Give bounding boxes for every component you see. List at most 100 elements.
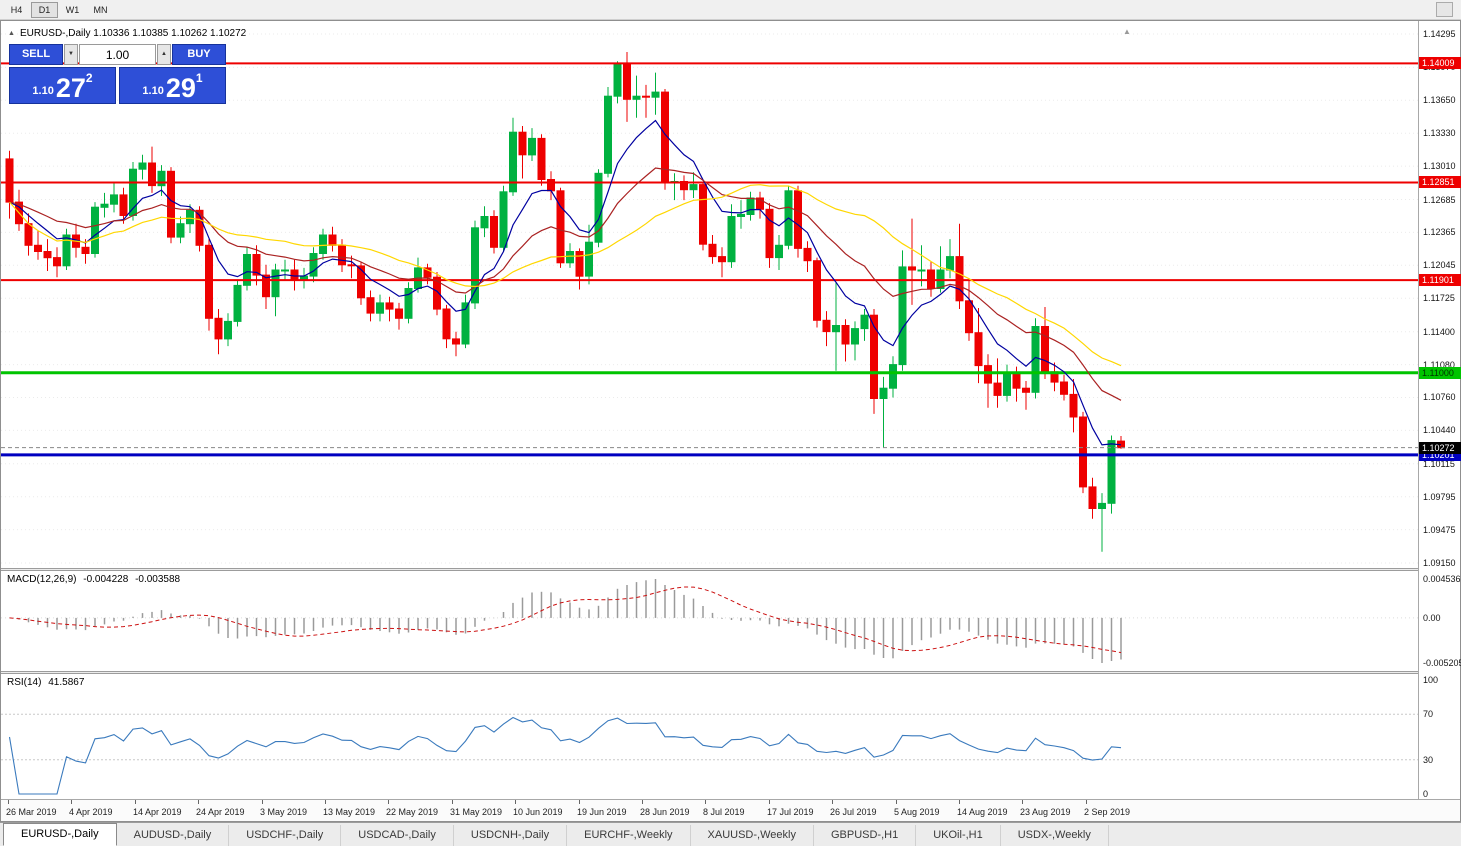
chart-tab-usdcad[interactable]: USDCAD-,Daily — [341, 825, 454, 846]
chart-tab-ukoil[interactable]: UKOil-,H1 — [916, 825, 1001, 846]
date-label: 14 Apr 2019 — [133, 807, 182, 817]
date-tick-mark — [705, 800, 706, 804]
chart-tab-usdcnh[interactable]: USDCNH-,Daily — [453, 825, 568, 846]
chart-tab-usdx[interactable]: USDX-,Weekly — [1000, 825, 1109, 846]
date-tick-mark — [579, 800, 580, 804]
chart-tab-eurusd[interactable]: EURUSD-,Daily — [3, 823, 117, 846]
chart-tab-usdchf[interactable]: USDCHF-,Daily — [229, 825, 342, 846]
sell-price-base: 1.10 — [32, 85, 54, 97]
macd-signal-value: -0.003588 — [135, 574, 181, 585]
chart-shift-marker-icon: ▲ — [1123, 27, 1131, 36]
candlestick-chart[interactable] — [1, 21, 1418, 568]
buy-button[interactable]: BUY — [172, 44, 226, 65]
date-tick-mark — [135, 800, 136, 804]
price-scale[interactable]: 1.142951.139701.136501.133301.130101.126… — [1418, 21, 1461, 799]
macd-scale-label: -0.005205 — [1423, 658, 1461, 668]
volume-input[interactable] — [79, 44, 156, 65]
date-tick-mark — [452, 800, 453, 804]
price-tick-label: 1.09795 — [1423, 492, 1456, 502]
time-axis[interactable]: 26 Mar 2019 4 Apr 2019 14 Apr 2019 24 Apr 2… — [1, 799, 1460, 821]
date-tick-mark — [515, 800, 516, 804]
date-label: 4 Apr 2019 — [69, 807, 113, 817]
rsi-scale-label: 100 — [1423, 675, 1439, 685]
chart-tab-xauusd[interactable]: XAUUSD-,Weekly — [690, 825, 814, 846]
buy-price-base: 1.10 — [142, 85, 164, 97]
chart-tab-audusd[interactable]: AUDUSD-,Daily — [116, 825, 230, 846]
macd-main-value: -0.004228 — [83, 574, 129, 585]
price-tick-label: 1.13650 — [1423, 95, 1456, 105]
date-label: 24 Apr 2019 — [196, 807, 245, 817]
volume-decrease-button[interactable]: ▼ — [64, 44, 78, 65]
date-tick-mark — [198, 800, 199, 804]
price-tick-label: 1.09475 — [1423, 525, 1456, 535]
toolbar-corner-button[interactable] — [1436, 2, 1453, 17]
date-label: 10 Jun 2019 — [513, 807, 563, 817]
timeframe-button-d1[interactable]: D1 — [31, 1, 58, 18]
sell-price-pips: 27 — [55, 73, 86, 104]
rsi-scale-label: 0 — [1423, 789, 1429, 799]
macd-pane[interactable]: MACD(12,26,9) -0.004228 -0.003588 — [1, 571, 1418, 671]
pane-splitter-rsi[interactable] — [1, 671, 1460, 674]
date-tick-mark — [832, 800, 833, 804]
macd-chart — [1, 579, 1418, 663]
sell-price-button[interactable]: 1.10 27 2 — [9, 67, 116, 104]
date-tick-mark — [1022, 800, 1023, 804]
price-pane[interactable]: ▲ EURUSD-,Daily 1.10336 1.10385 1.10262 … — [1, 21, 1418, 568]
rsi-indicator-name: RSI(14) — [7, 677, 42, 688]
rsi-label: RSI(14) 41.5867 — [7, 677, 88, 688]
price-tick-label: 1.12365 — [1423, 227, 1456, 237]
timeframe-toolbar: H4 D1 W1 MN — [0, 0, 1461, 20]
date-label: 31 May 2019 — [450, 807, 503, 817]
one-click-trading-panel: SELL ▼ ▲ BUY 1.10 27 2 1.10 29 1 — [9, 44, 226, 104]
buy-price-pips: 29 — [165, 73, 196, 104]
macd-scale-label: 0.004536 — [1423, 574, 1461, 584]
date-label: 22 May 2019 — [386, 807, 439, 817]
hline-price-tag: 1.11901 — [1419, 274, 1461, 286]
date-label: 3 May 2019 — [260, 807, 308, 817]
date-label: 26 Mar 2019 — [6, 807, 57, 817]
date-label: 26 Jul 2019 — [830, 807, 877, 817]
chart-tab-eurchf[interactable]: EURCHF-,Weekly — [567, 825, 691, 846]
price-tick-label: 1.10440 — [1423, 425, 1456, 435]
rsi-chart — [1, 713, 1418, 795]
price-tick-label: 1.09150 — [1423, 558, 1456, 568]
pane-splitter-macd[interactable] — [1, 568, 1460, 571]
date-label: 2 Sep 2019 — [1084, 807, 1131, 817]
date-label: 28 Jun 2019 — [640, 807, 690, 817]
price-tick-label: 1.12685 — [1423, 195, 1456, 205]
date-label: 23 Aug 2019 — [1020, 807, 1071, 817]
timeframe-button-w1[interactable]: W1 — [59, 1, 86, 18]
date-tick-mark — [71, 800, 72, 804]
chart-title: EURUSD-,Daily 1.10336 1.10385 1.10262 1.… — [19, 28, 247, 39]
volume-increase-button[interactable]: ▲ — [157, 44, 171, 65]
hline-price-tag: 1.11000 — [1419, 367, 1461, 379]
oneclick-collapse-icon[interactable]: ▲ — [8, 30, 15, 37]
chart-title-row: ▲ EURUSD-,Daily 1.10336 1.10385 1.10262 … — [8, 28, 246, 39]
rsi-value: 41.5867 — [48, 677, 85, 688]
date-label: 19 Jun 2019 — [577, 807, 627, 817]
hline-price-tag: 1.12851 — [1419, 176, 1461, 188]
date-tick-mark — [8, 800, 9, 804]
price-tick-label: 1.10115 — [1423, 459, 1455, 469]
sell-button[interactable]: SELL — [9, 44, 63, 65]
date-label: 17 Jul 2019 — [767, 807, 814, 817]
price-tick-label: 1.11400 — [1423, 327, 1455, 337]
date-label: 8 Jul 2019 — [703, 807, 745, 817]
chart-tab-gbpusd[interactable]: GBPUSD-,H1 — [813, 825, 917, 846]
price-tick-label: 1.12045 — [1423, 260, 1456, 270]
date-tick-mark — [896, 800, 897, 804]
rsi-scale-label: 70 — [1423, 709, 1434, 719]
timeframe-button-h4[interactable]: H4 — [3, 1, 30, 18]
buy-price-button[interactable]: 1.10 29 1 — [119, 67, 226, 104]
timeframe-button-mn[interactable]: MN — [87, 1, 114, 18]
chart-tabs-bar: EURUSD-,Daily AUDUSD-,Daily USDCHF-,Daily U… — [0, 822, 1461, 846]
price-tick-label: 1.11080 — [1423, 360, 1455, 370]
price-tick-label: 1.13330 — [1423, 128, 1456, 138]
date-label: 5 Aug 2019 — [894, 807, 940, 817]
date-tick-mark — [262, 800, 263, 804]
buy-price-fraction: 1 — [195, 71, 203, 85]
date-tick-mark — [1086, 800, 1087, 804]
date-label: 13 May 2019 — [323, 807, 376, 817]
macd-label: MACD(12,26,9) -0.004228 -0.003588 — [7, 574, 184, 585]
rsi-pane[interactable]: RSI(14) 41.5867 — [1, 674, 1418, 799]
